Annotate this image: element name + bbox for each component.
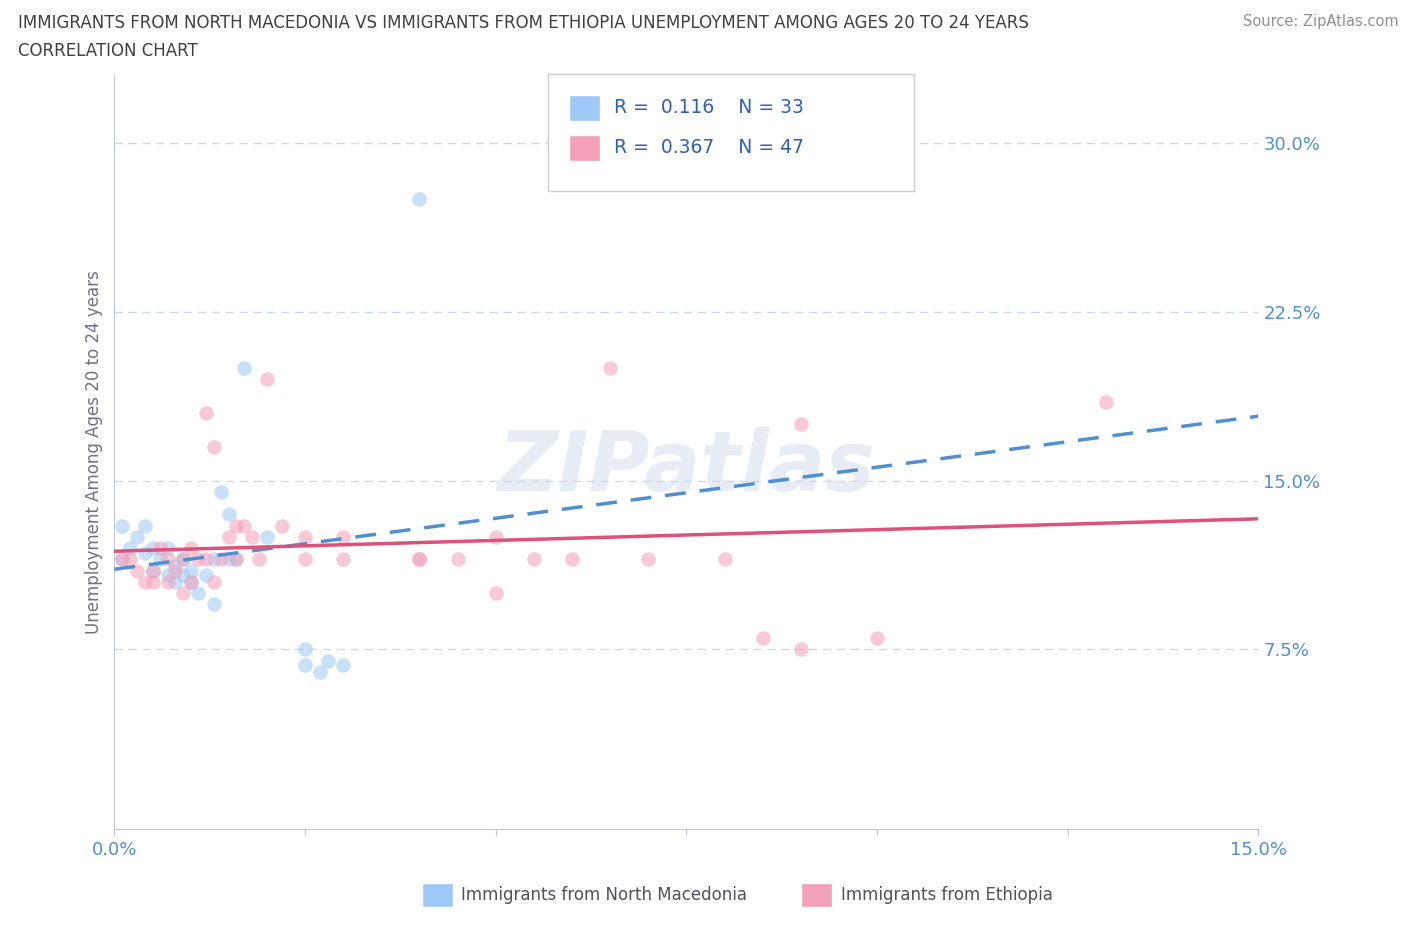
Point	[194, 551, 217, 566]
Point	[180, 575, 202, 590]
Point	[149, 551, 172, 566]
Point	[713, 551, 735, 566]
Point	[156, 575, 179, 590]
Point	[225, 551, 247, 566]
Point	[332, 658, 354, 672]
Point	[316, 653, 339, 668]
Point	[294, 551, 316, 566]
Point	[309, 664, 332, 679]
Y-axis label: Unemployment Among Ages 20 to 24 years: Unemployment Among Ages 20 to 24 years	[86, 271, 103, 634]
Text: IMMIGRANTS FROM NORTH MACEDONIA VS IMMIGRANTS FROM ETHIOPIA UNEMPLOYMENT AMONG A: IMMIGRANTS FROM NORTH MACEDONIA VS IMMIG…	[18, 14, 1029, 32]
Point	[790, 642, 813, 657]
Point	[187, 551, 209, 566]
Point	[233, 518, 256, 533]
Point	[485, 529, 508, 544]
Point	[180, 564, 202, 578]
Point	[751, 631, 773, 645]
Point	[187, 586, 209, 601]
Point	[111, 551, 134, 566]
Point	[233, 361, 256, 376]
Point	[256, 529, 278, 544]
Point	[134, 545, 156, 560]
Point	[134, 518, 156, 533]
Point	[599, 361, 621, 376]
Point	[247, 551, 270, 566]
Point	[294, 529, 316, 544]
Point	[202, 551, 225, 566]
Point	[141, 564, 163, 578]
Point	[218, 507, 240, 522]
Point	[180, 540, 202, 555]
Text: R =  0.367    N = 47: R = 0.367 N = 47	[614, 139, 804, 157]
Point	[141, 564, 163, 578]
Text: Immigrants from North Macedonia: Immigrants from North Macedonia	[461, 885, 747, 904]
Point	[225, 518, 247, 533]
Point	[294, 658, 316, 672]
Point	[790, 417, 813, 432]
Point	[127, 564, 149, 578]
Point	[156, 551, 179, 566]
Point	[194, 405, 217, 420]
Point	[202, 439, 225, 454]
Point	[408, 551, 430, 566]
Text: CORRELATION CHART: CORRELATION CHART	[18, 42, 198, 60]
Point	[271, 518, 294, 533]
Point	[256, 372, 278, 387]
Point	[172, 551, 194, 566]
Point	[209, 551, 232, 566]
Point	[118, 551, 141, 566]
Point	[561, 551, 583, 566]
Point	[141, 540, 163, 555]
Point	[866, 631, 889, 645]
Point	[172, 567, 194, 582]
Point	[127, 529, 149, 544]
Point	[218, 529, 240, 544]
Point	[165, 559, 187, 574]
Point	[637, 551, 659, 566]
Text: R =  0.116    N = 33: R = 0.116 N = 33	[614, 99, 804, 117]
Text: Immigrants from Ethiopia: Immigrants from Ethiopia	[841, 885, 1053, 904]
Point	[240, 529, 263, 544]
Point	[180, 575, 202, 590]
Point	[156, 567, 179, 582]
Point	[172, 551, 194, 566]
Point	[165, 564, 187, 578]
Point	[1095, 394, 1118, 409]
Point	[202, 575, 225, 590]
Text: Source: ZipAtlas.com: Source: ZipAtlas.com	[1243, 14, 1399, 29]
Point	[209, 485, 232, 499]
Point	[408, 551, 430, 566]
Point	[523, 551, 546, 566]
Point	[218, 551, 240, 566]
Point	[202, 597, 225, 612]
Point	[134, 575, 156, 590]
Point	[111, 551, 134, 566]
Point	[332, 529, 354, 544]
Point	[225, 551, 247, 566]
Point	[332, 551, 354, 566]
Point	[165, 575, 187, 590]
Point	[149, 540, 172, 555]
Point	[446, 551, 468, 566]
Point	[141, 575, 163, 590]
Point	[294, 642, 316, 657]
Point	[172, 586, 194, 601]
Point	[194, 567, 217, 582]
Point	[118, 540, 141, 555]
Point	[408, 192, 430, 206]
Point	[111, 518, 134, 533]
Point	[156, 540, 179, 555]
Text: ZIPatlas: ZIPatlas	[498, 427, 876, 508]
Point	[485, 586, 508, 601]
